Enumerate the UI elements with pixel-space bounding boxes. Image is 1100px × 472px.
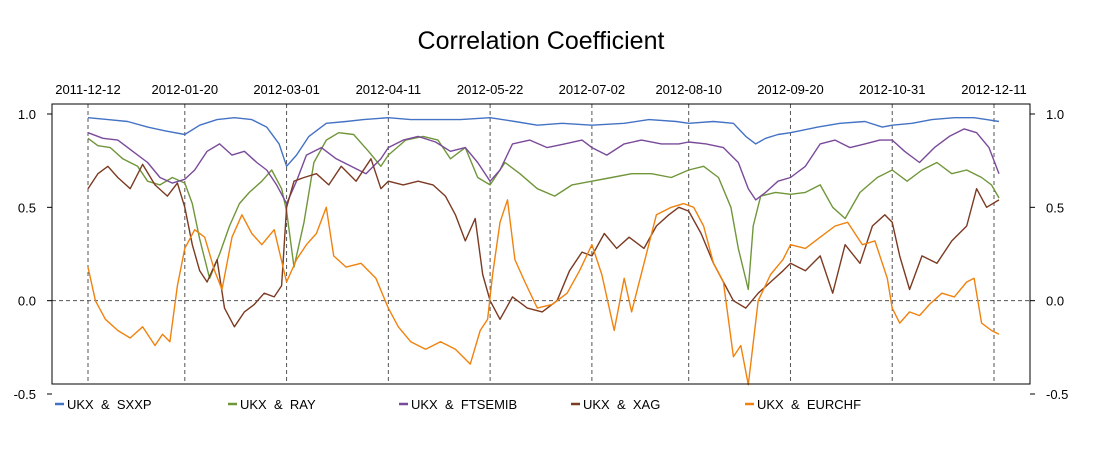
y-axis-left-ticks: 1.0 0.5 0.0 -0.5	[14, 107, 52, 402]
legend-label: UKX & XAG	[583, 397, 660, 412]
series-line	[87, 131, 1000, 291]
x-tick-label: 2011-12-12	[55, 82, 121, 97]
y-axis-right-ticks: 1.0 0.5 0.0 -0.5	[1030, 107, 1068, 402]
x-tick-label: 2012-10-31	[859, 82, 926, 97]
y-tick-label-right: 0.0	[1046, 294, 1064, 309]
y-tick-label: 0.0	[18, 294, 36, 309]
y-tick-label: 0.5	[18, 200, 36, 215]
x-tick-label: 2012-12-11	[961, 82, 1027, 97]
x-axis-ticks: 2011-12-12 2012-01-20 2012-03-01 2012-04-11…	[55, 82, 1027, 97]
series-line	[87, 199, 1000, 386]
x-tick-label: 2012-03-01	[253, 82, 320, 97]
series-line	[87, 116, 1000, 168]
series-line	[87, 158, 1000, 328]
legend-label: UKX & RAY	[240, 397, 316, 412]
plot-frame	[51, 103, 1031, 385]
legend-label: UKX & EURCHF	[757, 397, 861, 412]
x-tick-label: 2012-09-20	[757, 82, 824, 97]
x-tick-label: 2012-04-11	[356, 82, 422, 97]
x-tick-label: 2012-01-20	[152, 82, 219, 97]
y-tick-label: 1.0	[18, 107, 36, 122]
series-line	[87, 128, 1000, 205]
y-tick-label-right: 0.5	[1046, 200, 1064, 215]
chart-title: Correlation Coefficient	[418, 27, 665, 55]
x-tick-label: 2012-08-10	[655, 82, 722, 97]
legend-label: UKX & SXXP	[67, 397, 152, 412]
legend-label: UKX & FTSEMIB	[411, 397, 517, 412]
x-tick-label: 2012-05-22	[457, 82, 524, 97]
y-tick-label: -0.5	[14, 387, 36, 402]
x-tick-label: 2012-07-02	[559, 82, 626, 97]
legend: UKX & SXXP UKX & RAY UKX & FTSEMIB UKX & XA…	[55, 397, 861, 412]
y-tick-label-right: 1.0	[1046, 107, 1064, 122]
series-lines	[87, 116, 1000, 386]
y-tick-label-right: -0.5	[1046, 387, 1068, 402]
gridlines	[52, 104, 1030, 384]
